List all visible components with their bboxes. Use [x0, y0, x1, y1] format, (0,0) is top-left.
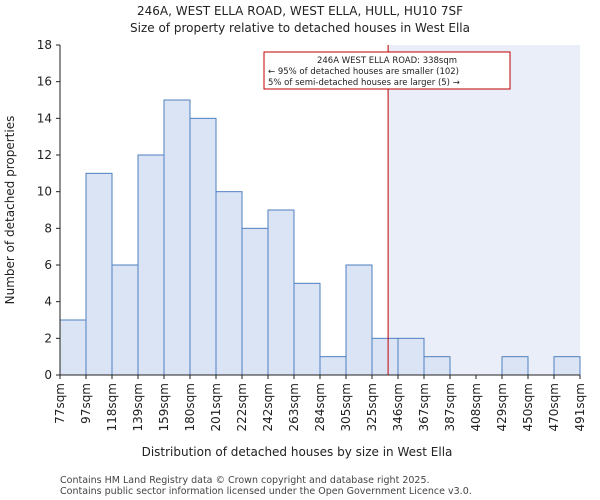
y-tick-label: 4 [44, 295, 52, 309]
x-axis-label: Distribution of detached houses by size … [142, 445, 453, 459]
y-ticks: 0 2 4 6 8 10 12 14 16 18 [37, 38, 60, 382]
annotation-line-1: 246A WEST ELLA ROAD: 338sqm [317, 56, 457, 66]
y-tick-label: 8 [44, 221, 52, 235]
bar-242sqm [267, 209, 295, 376]
y-tick-label: 12 [37, 148, 52, 162]
y-axis-label: Number of detached properties [3, 116, 17, 305]
bar-325sqm [371, 337, 399, 376]
x-tick-label: 325sqm [365, 383, 379, 431]
bar-346sqm [397, 337, 425, 376]
bar-77sqm [59, 319, 87, 376]
annotation-line-3: 5% of semi-detached houses are larger (5… [268, 78, 460, 88]
annotation-box: 246A WEST ELLA ROAD: 338sqm ← 95% of det… [263, 51, 511, 90]
x-tick-label: 201sqm [209, 383, 223, 431]
annotation-border [263, 51, 511, 90]
y-tick-label: 0 [44, 368, 52, 382]
x-tick-label: 367sqm [417, 383, 431, 431]
x-tick-label: 284sqm [313, 383, 327, 431]
y-tick-label: 18 [37, 38, 52, 52]
bar-201sqm [215, 191, 243, 376]
x-tick-label: 222sqm [235, 383, 249, 431]
x-tick-label: 408sqm [469, 383, 483, 431]
shaded-region-rect [388, 45, 580, 375]
x-tick-label: 97sqm [79, 383, 93, 424]
x-ticks: 77sqm 97sqm 118sqm 139sqm 159sqm 180sqm 201sqm… [53, 375, 587, 431]
chart-subtitle: Size of property relative to detached ho… [130, 21, 470, 35]
bar-305sqm [345, 264, 373, 376]
bar-367sqm [423, 356, 451, 376]
x-tick-label: 139sqm [131, 383, 145, 431]
x-tick-label: 305sqm [339, 383, 353, 431]
x-tick-label: 242sqm [261, 383, 275, 431]
x-tick-label: 263sqm [287, 383, 301, 431]
bar-429sqm [501, 356, 529, 376]
bar-118sqm [111, 264, 139, 376]
footer-line-1: Contains HM Land Registry data © Crown c… [60, 475, 430, 486]
bar-139sqm [137, 154, 165, 376]
y-tick-label: 2 [44, 331, 52, 345]
x-tick-label: 77sqm [53, 383, 67, 424]
bars [59, 99, 581, 376]
bar-263sqm [293, 282, 321, 376]
x-tick-label: 450sqm [521, 383, 535, 431]
chart-title: 246A, WEST ELLA ROAD, WEST ELLA, HULL, H… [137, 4, 463, 18]
x-tick-label: 346sqm [391, 383, 405, 431]
bar-97sqm [85, 172, 113, 376]
bar-284sqm [319, 356, 347, 376]
x-tick-label: 159sqm [157, 383, 171, 431]
y-tick-label: 10 [37, 185, 52, 199]
x-tick-label: 429sqm [495, 383, 509, 431]
y-tick-label: 6 [44, 258, 52, 272]
shaded-region [388, 45, 580, 375]
x-tick-label: 118sqm [105, 383, 119, 431]
x-tick-label: 387sqm [443, 383, 457, 431]
x-tick-label: 491sqm [573, 383, 587, 431]
bar-222sqm [241, 227, 269, 376]
x-tick-label: 470sqm [547, 383, 561, 431]
bar-470sqm [553, 356, 581, 376]
annotation-line-2: ← 95% of detached houses are smaller (10… [268, 67, 459, 77]
y-tick-label: 14 [37, 111, 52, 125]
x-tick-label: 180sqm [183, 383, 197, 431]
bar-159sqm [163, 99, 191, 376]
footer-line-2: Contains public sector information licen… [60, 486, 472, 497]
bar-180sqm [189, 117, 217, 376]
y-tick-label: 16 [37, 75, 52, 89]
